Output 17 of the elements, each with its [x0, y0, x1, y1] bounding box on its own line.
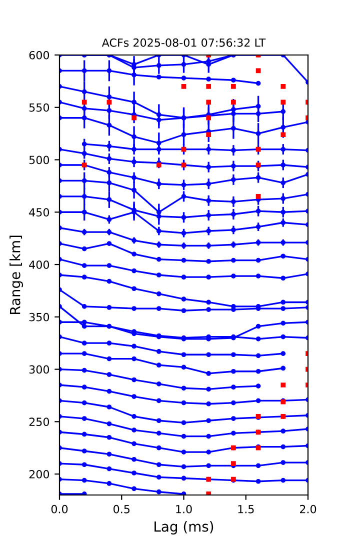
y-tick-label: 400 [29, 260, 50, 269]
y-tick-label: 500 [29, 156, 50, 164]
x-tick-label: 1.0 [176, 504, 192, 514]
y-tick-label: 350 [29, 312, 50, 322]
x-axis-title: Lag (ms) [154, 521, 214, 534]
y-tick-label: 550 [29, 103, 50, 112]
y-tick-label: 600 [29, 50, 50, 60]
x-tick-label: 0.5 [114, 504, 130, 514]
x-tick-label: 1.5 [238, 505, 254, 514]
y-axis-title: Range [km] [10, 236, 24, 314]
y-tick-label: 450 [29, 208, 50, 217]
chart-title: ACFs 2025-08-01 07:56:32 LT [102, 38, 266, 47]
x-tick-label: 0.0 [51, 504, 68, 514]
y-tick-label: 250 [29, 418, 50, 426]
y-tick-label: 200 [29, 470, 50, 478]
x-tick-label: 2.0 [300, 504, 316, 514]
y-tick-label: 300 [29, 365, 50, 374]
